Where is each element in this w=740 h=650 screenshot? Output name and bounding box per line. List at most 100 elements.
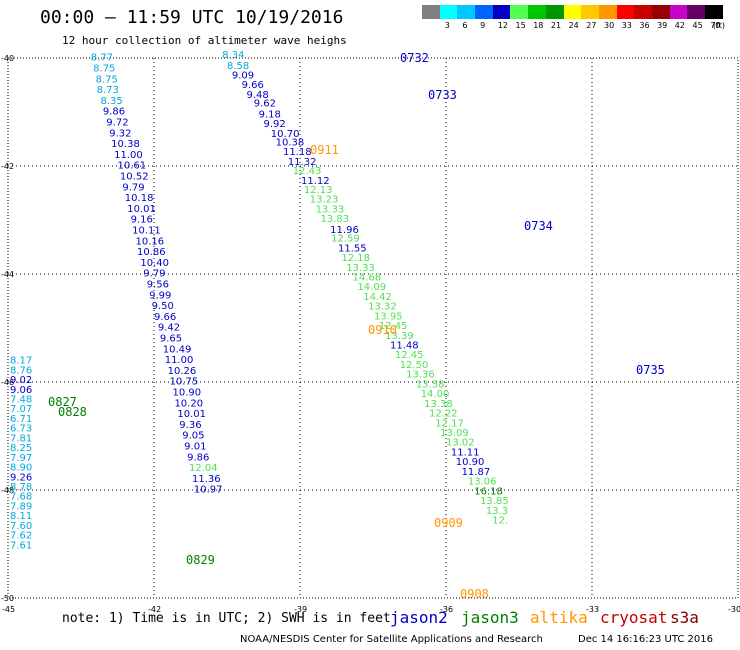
legend-swatch xyxy=(510,5,529,19)
wave-height-value: 13.32 xyxy=(368,302,397,313)
wave-height-value: 10.49 xyxy=(163,344,192,355)
legend-swatch xyxy=(598,5,617,19)
wave-height-value: 10.38 xyxy=(111,139,140,150)
pass-time-label: 0829 xyxy=(186,553,215,567)
legend-label: 15 xyxy=(515,21,526,30)
pass-time-label: 0911 xyxy=(310,143,339,157)
wave-height-value: 8.73 xyxy=(97,85,119,96)
wave-height-value: 12.22 xyxy=(429,409,458,420)
wave-height-value: 10.97 xyxy=(194,485,223,496)
wave-height-value: 8.58 xyxy=(227,61,249,72)
wave-height-value: 7.81 xyxy=(10,433,32,444)
legend-label: 30 xyxy=(604,21,615,30)
wave-height-value: 9.79 xyxy=(122,182,144,193)
wave-height-value: 11.36 xyxy=(192,474,221,485)
wave-height-value: 13.23 xyxy=(310,195,339,206)
wave-height-value: 9.26 xyxy=(10,472,32,483)
legend-label: 39 xyxy=(657,21,668,30)
pass-time-label: 0733 xyxy=(428,88,457,102)
legend-swatch xyxy=(528,5,546,19)
wave-height-value: 9.16 xyxy=(131,215,153,226)
legend-label: 24 xyxy=(568,21,579,30)
legend-swatch xyxy=(545,5,564,19)
wave-height-value: 9.18 xyxy=(259,109,281,120)
satellite-label-jason3: jason3 xyxy=(461,608,519,627)
pass-time-label: 0735 xyxy=(636,363,665,377)
legend-label: 70 xyxy=(710,21,721,30)
wave-height-value: 9.50 xyxy=(152,301,174,312)
pass-time-label: 0909 xyxy=(434,516,463,530)
wave-height-value: 7.61 xyxy=(10,540,32,551)
legend-label: 45 xyxy=(692,21,703,30)
wave-height-value: 9.05 xyxy=(182,431,204,442)
wave-height-value: 7.68 xyxy=(10,492,32,503)
legend-label: 21 xyxy=(550,21,562,30)
wave-height-value: 10.40 xyxy=(140,258,169,269)
color-legend-labels: 3 6 9 12 15 18 21 24 27 30 33 36 39 42 45 70 (ft) xyxy=(422,21,740,33)
wave-height-value: 12.50 xyxy=(400,360,429,371)
wave-height-value: 10.61 xyxy=(118,161,147,172)
legend-label: 6 xyxy=(462,21,468,30)
wave-height-value: 9.36 xyxy=(179,420,201,431)
wave-height-value: 13.95 xyxy=(374,311,403,322)
wave-height-value: 7.07 xyxy=(10,404,32,415)
wave-height-value: 13.09 xyxy=(440,428,469,439)
wave-height-value: 10.86 xyxy=(137,247,166,258)
wave-height-value: 9.06 xyxy=(10,385,32,396)
wave-height-value: 13.33 xyxy=(346,263,375,274)
wave-height-value: 9.66 xyxy=(154,312,176,323)
wave-height-value: 13.02 xyxy=(446,438,475,449)
wave-height-value: 16.18 xyxy=(474,486,503,497)
wave-height-value: 13.83 xyxy=(320,214,349,225)
legend-swatch xyxy=(475,5,493,19)
wave-height-value: 13.3 xyxy=(486,506,508,517)
wave-height-value: 14.00 xyxy=(421,389,450,400)
legend-label: 12 xyxy=(497,21,508,30)
wave-height-value: 10.16 xyxy=(136,236,165,247)
lat-tick-label: -50 xyxy=(1,594,14,603)
wave-height-value: 8.34 xyxy=(222,50,244,61)
lon-tick-label: -45 xyxy=(2,605,15,614)
page-subtitle: 12 hour collection of altimeter wave hei… xyxy=(62,34,347,47)
wave-height-value: 12.13 xyxy=(304,185,333,196)
wave-height-value: 7.62 xyxy=(10,531,32,542)
legend-swatch xyxy=(439,5,458,19)
wave-height-value: 12.17 xyxy=(435,418,464,429)
pass-time-label: 0732 xyxy=(400,51,429,65)
wave-height-value: 12.59 xyxy=(331,234,360,245)
legend-label: 27 xyxy=(586,21,597,30)
lon-tick-label: -33 xyxy=(586,605,599,614)
wave-height-value: 10.70 xyxy=(271,129,300,140)
wave-height-value: 10.01 xyxy=(177,409,206,420)
wave-height-value: 13.33 xyxy=(316,204,345,215)
wave-height-value: 10.01 xyxy=(127,204,156,215)
legend-unit: (ft) xyxy=(712,21,725,30)
lat-tick-label: -48 xyxy=(1,486,14,495)
wave-height-value: 12.45 xyxy=(379,321,408,332)
wave-height-value: 14.68 xyxy=(353,272,382,283)
legend-label: 33 xyxy=(621,21,632,30)
legend-swatch xyxy=(651,5,670,19)
lon-tick-label: -36 xyxy=(440,605,453,614)
wave-height-value: 10.90 xyxy=(172,388,201,399)
wave-height-value: 9.48 xyxy=(246,90,268,101)
pass-time-label: 0827 xyxy=(48,395,77,409)
legend-swatch xyxy=(492,5,511,19)
wave-height-value: 11.32 xyxy=(288,157,317,168)
wave-height-value: 12.18 xyxy=(341,253,370,264)
wave-height-value: 11.48 xyxy=(390,341,419,352)
lat-tick-label: -44 xyxy=(1,270,14,279)
satellite-label-cryosat: cryosat xyxy=(600,608,668,627)
legend-swatch xyxy=(616,5,635,19)
wave-height-value: 6.71 xyxy=(10,414,32,425)
legend-swatch xyxy=(581,5,599,19)
wave-height-value: 9.99 xyxy=(149,290,171,301)
wave-height-value: 10.38 xyxy=(276,137,305,148)
satellite-label-jason2: jason2 xyxy=(390,608,448,627)
legend-label: 3 xyxy=(444,21,450,30)
lon-tick-label: -42 xyxy=(148,605,161,614)
wave-height-value: 13.58 xyxy=(416,379,445,390)
pass-time-label: 0908 xyxy=(460,587,489,601)
wave-height-value: 11.00 xyxy=(114,150,143,161)
lat-tick-label: -40 xyxy=(1,54,14,63)
